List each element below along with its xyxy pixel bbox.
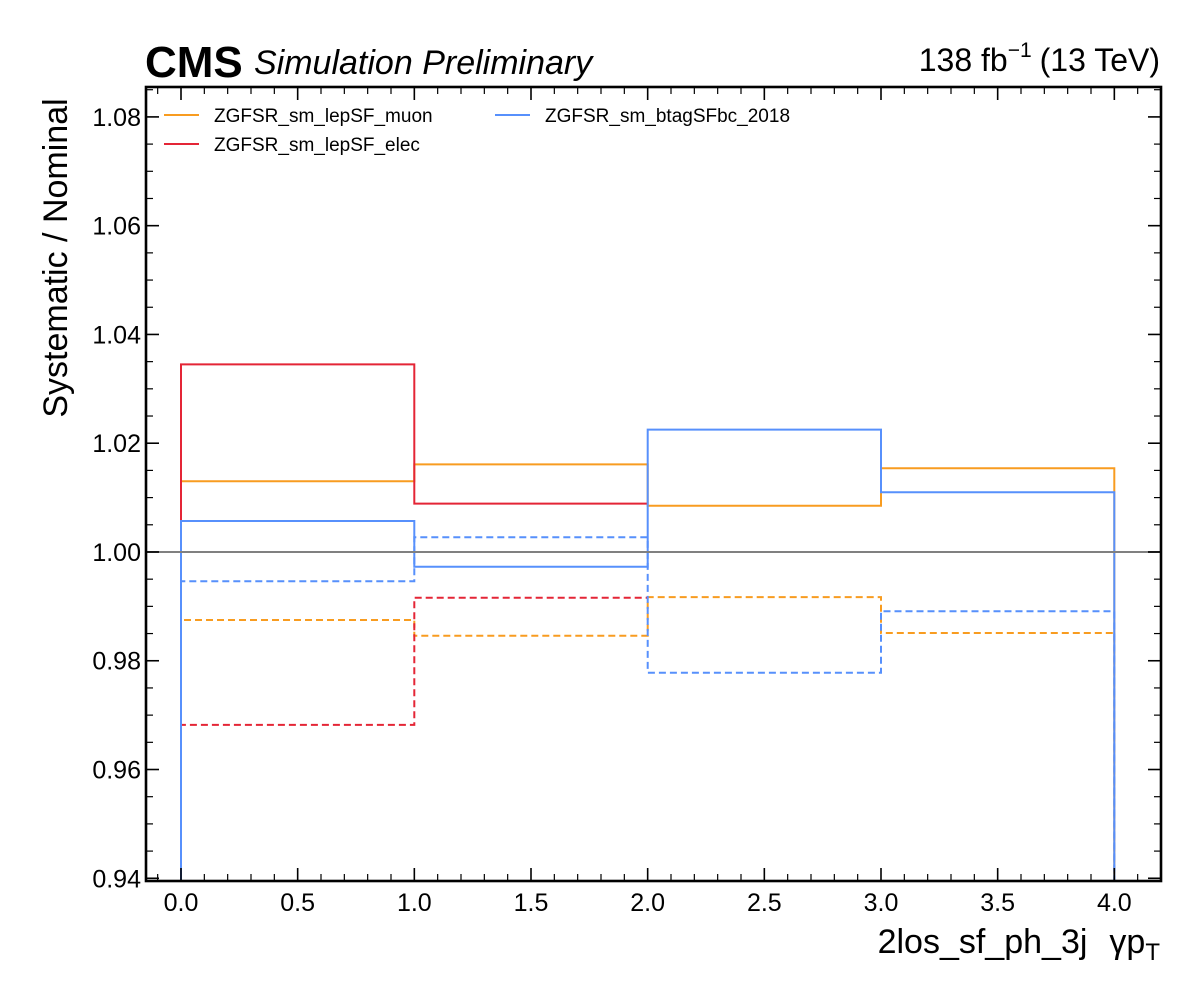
lumi-energy: (13 TeV) (1040, 42, 1160, 78)
x-axis-variable-subscript: T (1145, 939, 1160, 966)
x-tick-label: 0.5 (280, 889, 315, 917)
y-tick-label: 0.96 (92, 757, 141, 785)
series-line-4-up (180, 428, 1116, 881)
legend-label: ZGFSR_sm_btagSFbc_2018 (545, 106, 790, 127)
y-tick-label: 1.08 (92, 104, 141, 132)
plot-frame (144, 85, 1163, 883)
x-tick-label: 2.5 (747, 889, 782, 917)
x-tick-label: 3.5 (980, 889, 1015, 917)
legend-label: ZGFSR_sm_lepSF_elec (214, 135, 420, 156)
legend-label: ZGFSR_sm_lepSF_muon (214, 106, 433, 127)
lumi-exponent: −1 (1008, 39, 1032, 62)
x-tick-label: 1.5 (514, 889, 549, 917)
x-axis-label-text: 2los_sf_ph_3j (878, 923, 1088, 961)
x-tick-label: 4.0 (1097, 889, 1132, 917)
x-axis-variable: γp (1109, 923, 1145, 961)
x-tick-label: 0.0 (164, 889, 199, 917)
y-tick-label: 1.06 (92, 213, 141, 241)
y-tick-label: 0.94 (92, 865, 141, 893)
luminosity-label: 138 fb−1 (13 TeV) (919, 39, 1160, 78)
series-layer (180, 363, 1116, 881)
y-tick-label: 0.98 (92, 648, 141, 676)
y-tick-label: 1.00 (92, 539, 141, 567)
x-tick-label: 2.0 (630, 889, 665, 917)
y-tick-label: 1.02 (92, 430, 141, 458)
lumi-value: 138 fb (919, 42, 1008, 78)
x-tick-label: 1.0 (397, 889, 432, 917)
status-label: Simulation Preliminary (254, 44, 594, 82)
tick-layer: 0.0 0.5 1.0 1.5 2.0 2.5 3.0 3.5 4.0 0.94 0.96 0.98 1… (92, 87, 1162, 917)
legend: ZGFSR_sm_lepSF_muon ZGFSR_sm_lepSF_elec ZG… (164, 106, 790, 156)
series-line-1-down (180, 596, 1116, 881)
y-tick-label: 1.04 (92, 321, 141, 349)
x-axis-label: 2los_sf_ph_3j γpT (878, 923, 1161, 966)
y-axis-label: Systematic / Nominal (37, 98, 75, 417)
series-line-5-down (180, 536, 1116, 881)
x-tick-label: 3.0 (864, 889, 899, 917)
experiment-label: CMS (145, 38, 243, 87)
series-line-3-down (180, 596, 648, 881)
